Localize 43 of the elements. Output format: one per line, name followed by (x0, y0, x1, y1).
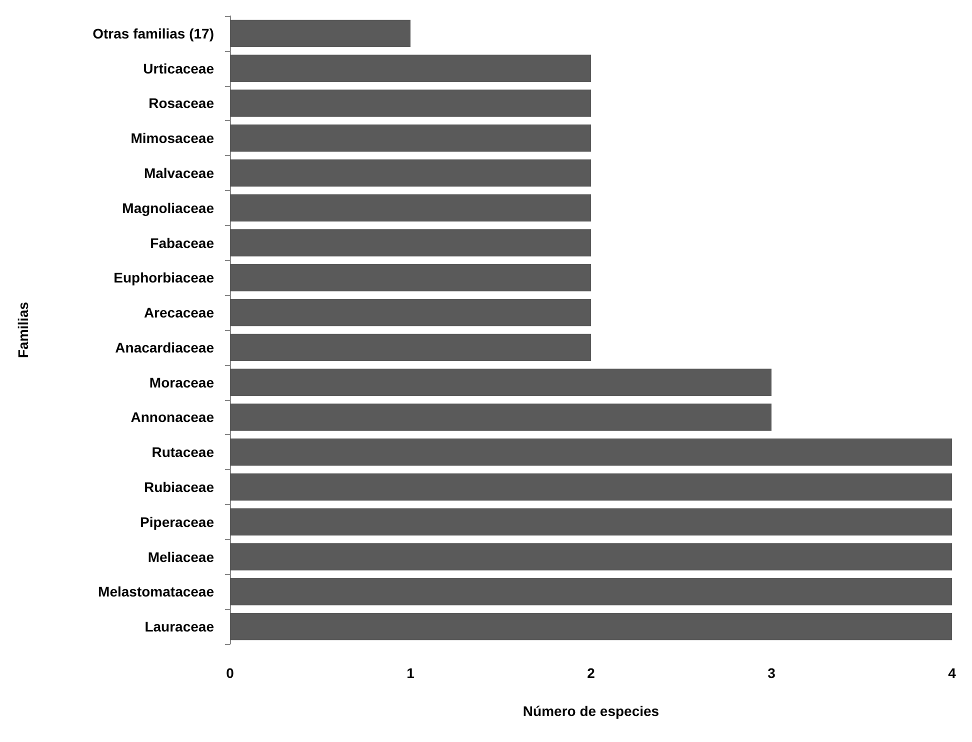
y-tick-label: Anacardiaceae (115, 339, 214, 356)
bar (230, 508, 952, 536)
y-tick-label: Mimosaceae (130, 130, 214, 146)
y-tick-label: Magnoliaceae (122, 200, 214, 216)
bar (230, 20, 410, 48)
bar (230, 194, 591, 222)
bar (230, 54, 591, 82)
y-tick-label: Meliaceae (148, 548, 214, 565)
y-tick-label: Rutaceae (152, 444, 214, 460)
y-tick-label: Moraceae (149, 374, 214, 390)
y-tick-label: Rosaceae (148, 95, 214, 112)
x-tick-label: 4 (948, 665, 956, 681)
bar (230, 578, 952, 606)
bar (230, 298, 591, 326)
y-tick-label: Piperaceae (140, 514, 214, 530)
bar (230, 124, 591, 152)
bar (230, 612, 952, 640)
x-tick-label: 2 (587, 665, 596, 681)
bar (230, 334, 591, 362)
y-tick-label: Annonaceae (130, 409, 214, 426)
y-tick-label: Rubiaceae (144, 479, 214, 495)
y-axis-title: Familias (15, 302, 31, 358)
y-tick-label: Urticaceae (143, 60, 214, 76)
bar (230, 404, 772, 431)
y-tick-label: Malvaceae (144, 165, 214, 181)
y-tick-label: Otras familias (17) (92, 25, 214, 42)
bar (230, 473, 952, 501)
bar (230, 438, 952, 466)
y-tick-label: Arecaceae (144, 304, 214, 321)
x-tick-label: 3 (768, 665, 776, 681)
x-tick-label: 1 (406, 665, 415, 681)
y-tick-label: Lauraceae (144, 618, 214, 635)
x-axis-title: Número de especies (522, 703, 660, 719)
bar (230, 159, 591, 187)
bar (230, 368, 772, 396)
bar (230, 90, 591, 117)
y-tick-label: Melastomataceae (98, 584, 214, 600)
y-tick-label: Euphorbiaceae (114, 270, 214, 286)
bar (230, 264, 591, 292)
x-tick-label: 0 (226, 665, 234, 681)
y-tick-label: Fabaceae (150, 234, 214, 251)
bar (230, 229, 591, 256)
bar (230, 543, 952, 570)
